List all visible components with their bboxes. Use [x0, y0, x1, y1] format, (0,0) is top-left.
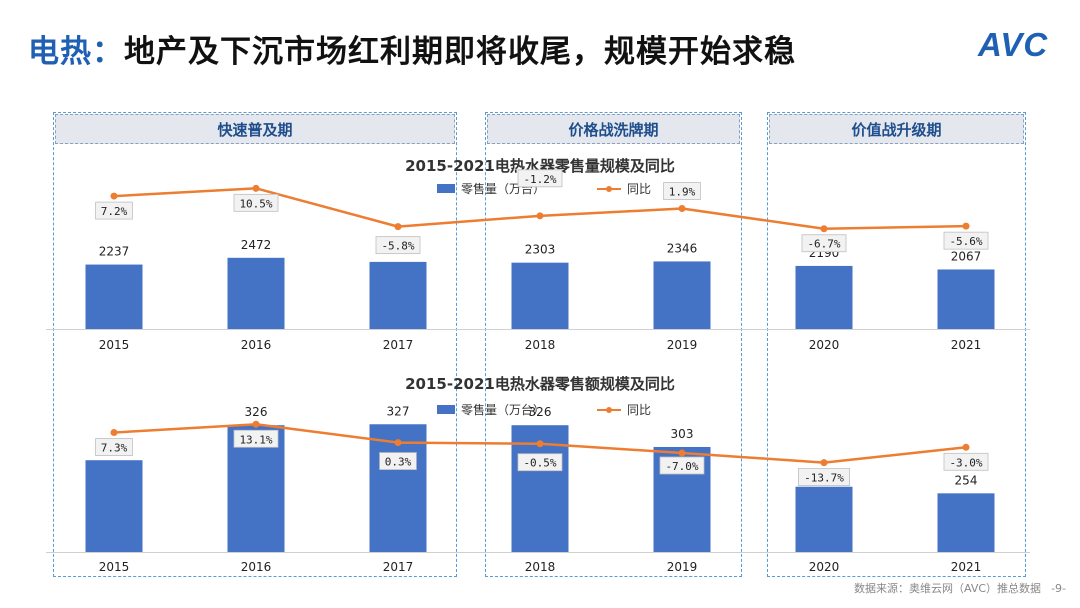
yoy-label-box [379, 452, 417, 470]
x-tick-label: 2021 [951, 560, 982, 574]
x-tick-label: 2017 [383, 338, 414, 352]
x-tick-label: 2015 [99, 560, 130, 574]
yoy-point-2016 [252, 184, 260, 192]
yoy-point-2018 [536, 440, 544, 448]
legend-bar-swatch [437, 405, 455, 414]
yoy-label-box [375, 236, 421, 255]
x-tick-label: 2018 [525, 338, 556, 352]
yoy-label: -0.5% [523, 457, 556, 470]
yoy-label-box [801, 234, 847, 253]
yoy-label: -13.7% [804, 472, 844, 485]
yoy-point-2021 [962, 222, 970, 230]
yoy-label-box [95, 201, 133, 220]
bar-2015 [85, 264, 143, 329]
bar-2021 [937, 493, 995, 552]
bar-2017 [369, 261, 427, 329]
yoy-point-2019 [678, 205, 686, 213]
yoy-label: 1.9% [669, 186, 696, 199]
yoy-point-2017 [394, 439, 402, 447]
bar-2018 [511, 262, 569, 329]
yoy-point-2021 [962, 443, 970, 451]
x-tick-label: 2015 [99, 338, 130, 352]
yoy-point-2016 [252, 420, 260, 428]
source-note: 数据来源：奥维云网（AVC）推总数据 [854, 582, 1042, 595]
yoy-point-2018 [536, 212, 544, 220]
yoy-label: -7.0% [665, 460, 698, 473]
yoy-label-box [663, 182, 701, 200]
yoy-label: -5.8% [381, 240, 414, 253]
title-text: 地产及下沉市场红利期即将收尾，规模开始求稳 [124, 34, 796, 70]
bar-value-label: 254 [955, 473, 978, 487]
bar-value-label: 2303 [525, 243, 556, 257]
yoy-label: -3.0% [949, 456, 982, 469]
yoy-point-2015 [110, 192, 118, 200]
chart-title: 2015-2021电热水器零售量规模及同比 [405, 157, 675, 175]
x-tick-label: 2016 [241, 560, 272, 574]
footer: 数据来源：奥维云网（AVC）推总数据 -9- [854, 580, 1066, 596]
bar-value-label: 327 [387, 404, 410, 418]
yoy-point-2017 [394, 223, 402, 231]
yoy-label-box [798, 468, 851, 486]
chart-title: 2015-2021电热水器零售额规模及同比 [405, 375, 675, 393]
bar-2015 [85, 460, 143, 552]
yoy-point-2019 [678, 449, 686, 457]
x-tick-label: 2020 [809, 338, 840, 352]
bar-value-label: 2472 [241, 238, 272, 252]
x-tick-label: 2016 [241, 338, 272, 352]
legend-line-marker [606, 407, 612, 413]
phase-label-rapid: 快速普及期 [55, 114, 455, 144]
yoy-label: 7.2% [101, 205, 128, 218]
yoy-label-box [943, 452, 989, 471]
yoy-point-2020 [820, 459, 828, 467]
yoy-label-box [517, 453, 563, 472]
x-tick-label: 2017 [383, 560, 414, 574]
bar-value-label: 2237 [99, 245, 130, 259]
page-title: 电热：地产及下沉市场红利期即将收尾，规模开始求稳 [28, 26, 796, 71]
x-tick-label: 2019 [667, 338, 698, 352]
yoy-label: 0.3% [385, 456, 412, 469]
bar-2020 [795, 265, 853, 329]
yoy-label: -6.7% [807, 238, 840, 251]
x-tick-label: 2019 [667, 560, 698, 574]
yoy-label-box [943, 231, 989, 250]
legend-bar-swatch [437, 184, 455, 193]
phase-box-value-war [767, 112, 1026, 577]
yoy-label: -5.6% [949, 235, 982, 248]
yoy-label-box [233, 429, 279, 448]
phase-label-price-war: 价格战洗牌期 [487, 114, 740, 144]
x-tick-label: 2018 [525, 560, 556, 574]
avc-logo: AVC [978, 26, 1049, 63]
yoy-label-box [95, 438, 133, 456]
bar-2019 [653, 261, 711, 329]
phase-box-price-war [485, 112, 742, 577]
bar-value-label: 2346 [667, 241, 698, 255]
bar-2016 [227, 257, 285, 329]
x-tick-label: 2020 [809, 560, 840, 574]
yoy-point-2020 [820, 225, 828, 233]
bar-value-label: 303 [671, 427, 694, 441]
bar-value-label: 326 [245, 405, 268, 419]
bar-value-label: 326 [529, 405, 552, 419]
yoy-label-box [659, 456, 705, 475]
phase-box-rapid [53, 112, 457, 577]
yoy-label: -1.2% [523, 173, 556, 186]
title-prefix: 电热： [28, 34, 124, 70]
yoy-label: 13.1% [239, 433, 272, 446]
phase-label-value-war: 价值战升级期 [769, 114, 1024, 144]
bar-2021 [937, 269, 995, 329]
yoy-label: 7.3% [101, 442, 128, 455]
page-number: -9- [1051, 582, 1066, 595]
yoy-point-2015 [110, 429, 118, 437]
legend-line-label: 同比 [627, 403, 651, 417]
legend-line-label: 同比 [627, 182, 651, 196]
legend-line-marker [606, 186, 612, 192]
yoy-label-box [233, 193, 279, 212]
x-tick-label: 2021 [951, 338, 982, 352]
bar-2020 [795, 486, 853, 552]
legend-bar-label: 零售量（万台） [461, 402, 545, 417]
yoy-label: 10.5% [239, 197, 272, 210]
yoy-label-box [517, 169, 563, 188]
bar-value-label: 2067 [951, 249, 982, 263]
